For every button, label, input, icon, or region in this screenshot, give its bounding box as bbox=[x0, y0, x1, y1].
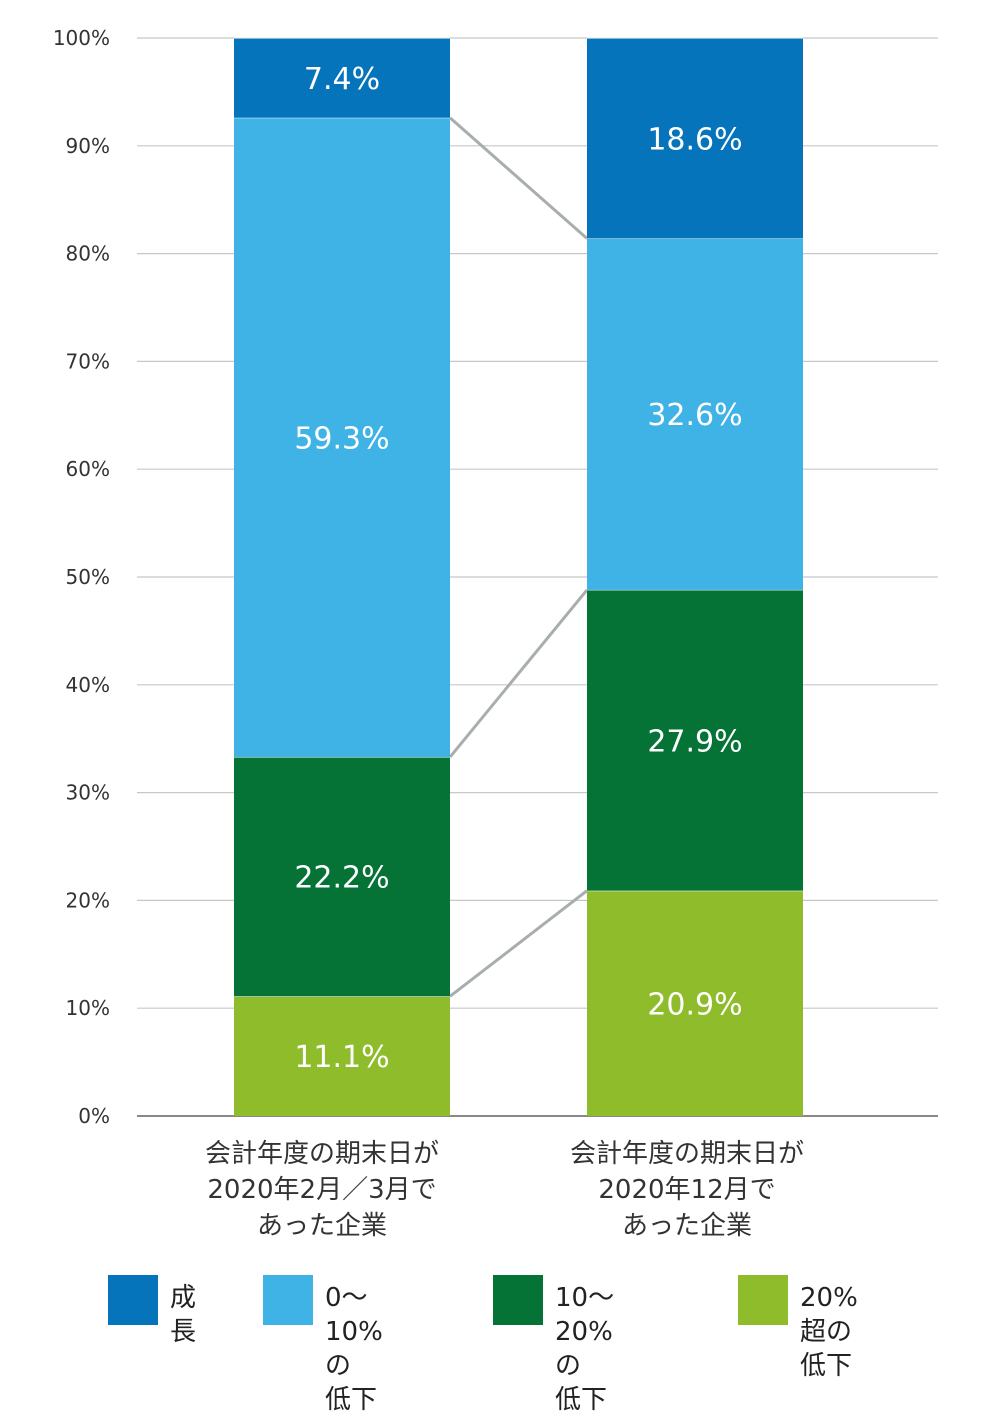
y-tick-label: 0% bbox=[78, 1104, 110, 1128]
data-label: 7.4% bbox=[304, 62, 380, 97]
y-tick-label: 80% bbox=[66, 242, 110, 266]
y-tick-label: 40% bbox=[66, 673, 110, 697]
data-label: 20.9% bbox=[647, 987, 742, 1022]
data-label: 22.2% bbox=[294, 861, 389, 896]
y-axis-ticks: 0% 10% 20% 30% 40% 50% 60% 70% 80% 90% 100% bbox=[53, 26, 110, 1128]
legend-swatch-growth bbox=[108, 1275, 158, 1325]
bar-segment bbox=[587, 38, 803, 239]
data-label: 59.3% bbox=[294, 421, 389, 456]
connector-line bbox=[449, 116, 588, 240]
connector-line bbox=[449, 889, 588, 998]
x-category-label: 会計年度の期末日が 2020年12月であった企業 bbox=[570, 1139, 804, 1241]
bar-segment bbox=[234, 757, 450, 997]
legend-label-decline-over-20: 20%超の 低下 bbox=[800, 1283, 858, 1381]
bar-segment bbox=[587, 589, 803, 891]
y-tick-label: 10% bbox=[66, 996, 110, 1020]
y-tick-label: 20% bbox=[66, 888, 110, 912]
legend: 成長 0〜10%の 低下 10〜20%の 低下 20%超の 低下 bbox=[0, 1275, 1000, 1415]
y-tick-label: 70% bbox=[66, 349, 110, 373]
data-label: 11.1% bbox=[294, 1040, 389, 1075]
legend-label-decline-0-10: 0〜10%の 低下 bbox=[325, 1283, 383, 1415]
legend-label-decline-10-20: 10〜20%の 低下 bbox=[555, 1283, 615, 1415]
x-category-label: 会計年度の期末日が 2020年2月／3月であった企業 bbox=[205, 1139, 439, 1241]
bar-segment bbox=[234, 38, 450, 118]
x-axis-category-labels: 会計年度の期末日が 2020年2月／3月であった企業 会計年度の期末日が 2020年1… bbox=[205, 1139, 804, 1241]
bar-segment bbox=[587, 890, 803, 1116]
y-tick-label: 30% bbox=[66, 781, 110, 805]
legend-swatch-decline-0-10 bbox=[263, 1275, 313, 1325]
legend-swatch-decline-10-20 bbox=[493, 1275, 543, 1325]
y-tick-label: 50% bbox=[66, 565, 110, 589]
data-label: 18.6% bbox=[647, 122, 742, 157]
data-label: 32.6% bbox=[647, 398, 742, 433]
legend-swatch-decline-over-20 bbox=[738, 1275, 788, 1325]
connector-lines bbox=[448, 116, 589, 998]
segment-labels: 11.1% 22.2% 59.3% 7.4% 20.9% 27.9% 32.6% 18.6% bbox=[294, 62, 742, 1075]
data-label: 27.9% bbox=[647, 724, 742, 759]
bars bbox=[234, 37, 803, 1116]
connector-line bbox=[448, 588, 589, 758]
y-tick-label: 60% bbox=[66, 457, 110, 481]
y-tick-label: 90% bbox=[66, 134, 110, 158]
bar-segment bbox=[234, 117, 450, 758]
stacked-bar-chart: 0% 10% 20% 30% 40% 50% 60% 70% 80% 90% 100% 11.1% 2… bbox=[53, 26, 938, 1241]
legend-label-growth: 成長 bbox=[170, 1283, 197, 1347]
bar-segment bbox=[587, 238, 803, 590]
y-tick-label: 100% bbox=[53, 26, 110, 50]
bar-segment bbox=[234, 996, 450, 1116]
